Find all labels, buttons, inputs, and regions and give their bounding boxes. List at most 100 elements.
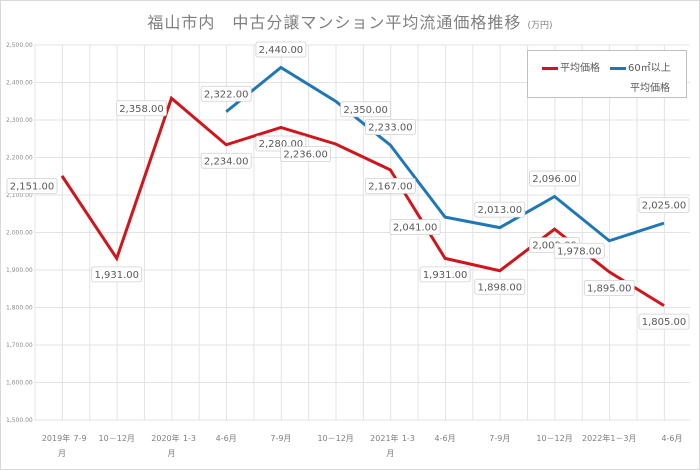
y-tick-label: 2,000.00 <box>6 230 33 237</box>
y-tick-label: 2,300.00 <box>6 117 33 124</box>
x-tick-label: 10－12月 <box>99 434 135 443</box>
data-label: 1,805.00 <box>638 313 690 330</box>
legend-swatch-red <box>542 66 558 70</box>
data-label-box <box>255 41 307 58</box>
data-label: 2,025.00 <box>638 197 690 214</box>
data-label-box <box>583 279 635 296</box>
data-label-text: 2,151.00 <box>10 181 55 192</box>
data-label-box <box>389 219 441 236</box>
data-label-box <box>364 119 416 136</box>
data-label-box <box>200 152 252 169</box>
y-axis-ticks: 1,500.00 1,600.00 1,700.00 1,800.00 1,900.00… <box>6 42 33 424</box>
x-tick-label: 7-9 <box>73 434 86 443</box>
data-label-box <box>116 100 167 117</box>
x-tick-label: 10－12月 <box>536 434 572 443</box>
chart-title: 福山市内 中古分譲マンション平均流通価格推移 (万円) <box>0 9 700 33</box>
data-label-box <box>6 177 58 194</box>
x-tick-label: 1-3 <box>402 434 415 443</box>
x-tick-label: 4-6月 <box>435 434 456 443</box>
y-tick-label: 1,800.00 <box>6 305 33 312</box>
data-label-text: 2,233.00 <box>368 123 413 134</box>
data-label-box <box>638 197 690 214</box>
x-tick-label: 2019年 <box>42 433 70 443</box>
x-tick-label: 4-6月 <box>661 434 682 443</box>
data-label: 1,931.00 <box>91 266 143 283</box>
data-label: 2,350.00 <box>340 101 392 118</box>
legend-label-average: 平均価格 <box>560 63 600 74</box>
x-tick-label: 2021年 <box>370 433 398 443</box>
data-label-text: 2,041.00 <box>393 223 438 234</box>
chart-title-main: 福山市内 中古分譲マンション平均流通価格推移 <box>147 13 522 32</box>
data-label: 2,440.00 <box>255 41 307 58</box>
data-label-text: 1,895.00 <box>587 283 632 294</box>
data-label-box <box>280 146 332 162</box>
data-label-box <box>91 266 143 283</box>
data-label-text: 1,931.00 <box>94 270 139 281</box>
y-tick-label: 2,100.00 <box>6 192 33 199</box>
data-label-text: 2,280.00 <box>259 139 304 150</box>
data-label-text: 2,096.00 <box>532 174 577 185</box>
x-tick-label: 7-9月 <box>270 434 291 443</box>
data-label: 2,096.00 <box>529 170 580 187</box>
chart-title-unit: (万円) <box>527 21 553 31</box>
legend-item-average: 平均価格 <box>542 59 600 74</box>
data-label: 2,358.00 <box>116 100 167 117</box>
data-label-text: 1,978.00 <box>557 246 602 257</box>
x-tick-label: 月 <box>58 449 66 458</box>
data-label: 2,013.00 <box>474 201 526 218</box>
data-label: 1,895.00 <box>583 279 635 296</box>
y-tick-label: 1,500.00 <box>6 417 33 424</box>
x-tick-label: 2022年1－3月 <box>582 433 637 443</box>
data-label: 1,898.00 <box>474 278 526 295</box>
data-label-text: 2,234.00 <box>204 156 249 167</box>
x-tick-label: 月 <box>167 449 175 458</box>
legend: 平均価格 60㎡以上 平均価格 <box>527 50 687 98</box>
data-label-box <box>474 278 526 295</box>
x-tick-label: 1-3 <box>183 434 196 443</box>
y-tick-label: 1,600.00 <box>6 380 33 387</box>
legend-item-60sqm: 60㎡以上 <box>610 59 671 74</box>
series-lines <box>60 65 665 307</box>
y-tick-label: 2,400.00 <box>6 80 33 87</box>
data-label-text: 2,350.00 <box>343 105 388 116</box>
data-label-text: 2,167.00 <box>368 181 413 192</box>
data-label-box <box>553 242 605 259</box>
data-label-box <box>340 101 392 118</box>
data-label-text: 2,358.00 <box>119 104 164 115</box>
data-label: 2,234.00 <box>200 152 252 169</box>
data-label-box <box>638 313 690 330</box>
data-label-box <box>419 266 471 283</box>
legend-label-60sqm-line1: 60㎡以上 <box>628 63 671 74</box>
series-line-0 <box>60 95 665 307</box>
data-label: 2,151.00 <box>6 177 58 194</box>
data-label-text: 2,440.00 <box>259 45 304 56</box>
data-label-box <box>200 85 252 102</box>
series-line-1 <box>225 65 665 243</box>
data-label-text: 2,013.00 <box>478 205 523 216</box>
data-label: 2,041.00 <box>389 219 441 236</box>
x-tick-label: 2020年 <box>151 433 179 443</box>
y-tick-label: 1,700.00 <box>6 342 33 349</box>
data-label: 2,167.00 <box>364 177 416 194</box>
y-tick-label: 2,200.00 <box>6 155 33 162</box>
data-label: 2,233.00 <box>364 119 416 136</box>
x-tick-label: 7-9月 <box>489 434 510 443</box>
data-label: 2,322.00 <box>200 85 252 102</box>
data-label-box <box>529 170 580 187</box>
y-tick-label: 2,500.00 <box>6 42 33 49</box>
data-label: 1,978.00 <box>553 242 605 259</box>
x-tick-label: 月 <box>386 449 394 458</box>
x-tick-label: 4-6月 <box>216 434 237 443</box>
data-label-text: 1,805.00 <box>642 317 687 328</box>
data-label-box <box>474 201 526 218</box>
x-tick-label: 10－12月 <box>317 434 353 443</box>
data-label-text: 2,025.00 <box>642 201 687 212</box>
data-label: 2,236.00 <box>280 146 332 162</box>
data-label-text: 2,236.00 <box>283 150 328 161</box>
legend-swatch-blue <box>610 66 626 70</box>
data-labels: 2,151.00 1,931.00 2,358.00 2,234.00 2,280.00… <box>6 41 690 330</box>
data-label: 1,931.00 <box>419 266 471 283</box>
legend-item-60sqm-line2: 平均価格 <box>630 79 670 94</box>
